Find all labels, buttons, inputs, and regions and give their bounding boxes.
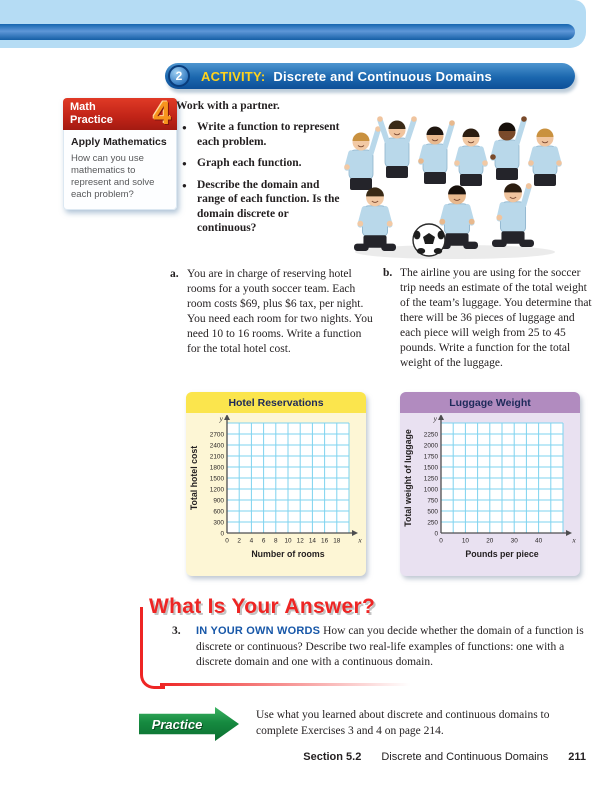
- svg-text:0: 0: [439, 538, 443, 545]
- svg-text:1500: 1500: [210, 475, 225, 482]
- bullet-item: Write a function to represent each probl…: [180, 120, 340, 149]
- math-practice-title: Math Practice: [70, 101, 113, 126]
- svg-text:16: 16: [321, 538, 329, 545]
- activity-number-badge: 2: [168, 65, 190, 87]
- answer-section-heading: What Is Your Answer?: [149, 595, 376, 618]
- svg-text:8: 8: [274, 538, 278, 545]
- svg-text:500: 500: [427, 508, 438, 515]
- svg-text:6: 6: [262, 538, 266, 545]
- problem-a: a. You are in charge of reserving hotel …: [170, 267, 375, 357]
- svg-text:x: x: [571, 536, 576, 545]
- svg-text:750: 750: [427, 497, 438, 504]
- footer-page-number: 211: [568, 751, 586, 763]
- answer-bracket-tail: [160, 683, 410, 686]
- svg-text:0: 0: [220, 531, 224, 538]
- bullet-item: Describe the domain and range of each fu…: [180, 178, 340, 236]
- footer-section: Section 5.2: [303, 751, 362, 763]
- svg-text:Total weight of luggage: Total weight of luggage: [403, 429, 413, 527]
- svg-text:Total hotel cost: Total hotel cost: [189, 446, 199, 510]
- math-practice-number: 4: [153, 95, 171, 131]
- math-practice-text: How can you use mathematics to represent…: [71, 152, 155, 200]
- svg-text:0: 0: [434, 531, 438, 538]
- svg-text:x: x: [357, 536, 362, 545]
- bullet-item: Graph each function.: [180, 156, 340, 171]
- svg-text:2: 2: [237, 538, 241, 545]
- math-practice-subtitle: Apply Mathematics: [71, 136, 167, 148]
- svg-text:900: 900: [213, 497, 224, 504]
- svg-text:18: 18: [333, 538, 341, 545]
- problem-b-text: The airline you are using for the soccer…: [400, 267, 592, 369]
- page-footer: Section 5.2 Discrete and Continuous Doma…: [303, 751, 586, 763]
- svg-text:10: 10: [462, 538, 470, 545]
- activity-title: Discrete and Continuous Domains: [273, 68, 492, 84]
- math-practice-callout: Math Practice 4 Apply Mathematics How ca…: [63, 95, 177, 210]
- svg-text:300: 300: [213, 519, 224, 526]
- svg-text:14: 14: [309, 538, 317, 545]
- top-banner-stripe: [0, 24, 575, 40]
- svg-text:y: y: [433, 415, 438, 423]
- problem-a-label: a.: [170, 268, 179, 280]
- svg-text:30: 30: [511, 538, 519, 545]
- problem-a-text: You are in charge of reserving hotel roo…: [187, 268, 373, 355]
- math-practice-header: Math Practice 4: [63, 95, 177, 131]
- svg-text:10: 10: [284, 538, 292, 545]
- svg-text:1000: 1000: [424, 486, 439, 493]
- soccer-team-photo: [344, 116, 562, 259]
- svg-text:2000: 2000: [424, 442, 439, 449]
- problem-b: b. The airline you are using for the soc…: [383, 266, 595, 371]
- svg-text:Number of rooms: Number of rooms: [251, 549, 324, 559]
- svg-text:y: y: [219, 415, 224, 423]
- bullet-list: Write a function to represent each probl…: [180, 120, 340, 243]
- svg-text:2700: 2700: [210, 431, 225, 438]
- luggage-weight-title: Luggage Weight: [400, 392, 580, 413]
- top-banner: [0, 0, 586, 48]
- luggage-weight-graph: 250 500 750 1000 1250 1500 1750 2000 2250 00 10 20 3…: [403, 415, 576, 559]
- activity-header-bar: 2 ACTIVITY: Discrete and Continuous Doma…: [165, 63, 575, 89]
- answer-bracket-line: [140, 607, 165, 689]
- luggage-weight-panel: Luggage Weight 250 500 750 1000 1250 1500 1750…: [400, 392, 580, 576]
- svg-text:1200: 1200: [210, 486, 225, 493]
- svg-text:2250: 2250: [424, 431, 439, 438]
- question-number: 3.: [172, 625, 181, 637]
- svg-text:Pounds per piece: Pounds per piece: [465, 549, 538, 559]
- math-practice-body: Apply Mathematics How can you use mathem…: [63, 130, 177, 210]
- practice-text: Use what you learned about discrete and …: [256, 709, 550, 737]
- svg-text:2100: 2100: [210, 453, 225, 460]
- svg-text:1800: 1800: [210, 464, 225, 471]
- svg-text:2400: 2400: [210, 442, 225, 449]
- hotel-reservations-panel: Hotel Reservations 300 600 900 1200 1500 1800…: [186, 392, 366, 576]
- svg-text:40: 40: [535, 538, 543, 545]
- svg-text:4: 4: [250, 538, 254, 545]
- hotel-reservations-title: Hotel Reservations: [186, 392, 366, 413]
- svg-text:1250: 1250: [424, 475, 439, 482]
- practice-label: Practice: [151, 716, 203, 732]
- practice-arrow: Practice: [139, 707, 239, 741]
- footer-title: Discrete and Continuous Domains: [381, 751, 549, 763]
- svg-text:0: 0: [225, 538, 229, 545]
- question-text: How can you decide whether the domain of…: [196, 625, 584, 668]
- activity-label: ACTIVITY:: [201, 68, 266, 84]
- answer-question: 3. IN YOUR OWN WORDS How can you decide …: [172, 624, 592, 671]
- svg-text:1750: 1750: [424, 453, 439, 460]
- svg-text:1500: 1500: [424, 464, 439, 471]
- in-your-own-words-lead: IN YOUR OWN WORDS: [196, 625, 321, 637]
- work-intro: Work with a partner.: [176, 100, 280, 112]
- problem-b-label: b.: [383, 267, 393, 279]
- svg-text:600: 600: [213, 508, 224, 515]
- svg-text:250: 250: [427, 519, 438, 526]
- svg-text:12: 12: [297, 538, 305, 545]
- svg-text:20: 20: [486, 538, 494, 545]
